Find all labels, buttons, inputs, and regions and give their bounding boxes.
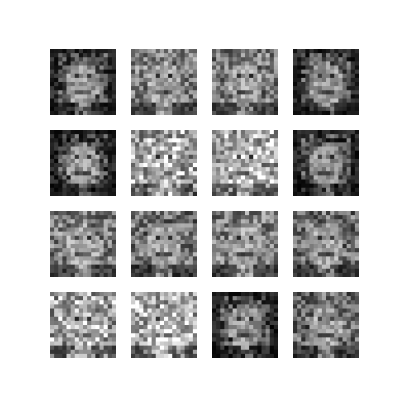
face-tile-r1-c1 [50,49,116,115]
face-image [50,292,116,358]
face-tile-r2-c3 [212,130,278,196]
face-tile-r2-c4 [293,130,359,196]
face-image [293,49,359,115]
face-tile-r1-c2 [131,49,197,115]
face-image [293,130,359,196]
face-tile-r3-c3 [212,211,278,277]
face-tile-r1-c4 [293,49,359,115]
face-image [212,130,278,196]
face-image [50,49,116,115]
face-tile-r4-c4 [293,292,359,358]
face-image [50,211,116,277]
face-tile-r1-c3 [212,49,278,115]
face-image [131,292,197,358]
face-image [212,211,278,277]
face-tile-r4-c3 [212,292,278,358]
face-tile-r3-c1 [50,211,116,277]
face-tile-r2-c1 [50,130,116,196]
face-tile-r3-c2 [131,211,197,277]
face-image [131,211,197,277]
face-image [293,292,359,358]
face-tile-r4-c1 [50,292,116,358]
face-tile-r3-c4 [293,211,359,277]
face-tile-r2-c2 [131,130,197,196]
face-image [50,130,116,196]
face-image [293,211,359,277]
face-image [131,130,197,196]
face-image [212,292,278,358]
face-tile-r4-c2 [131,292,197,358]
face-image [212,49,278,115]
face-image [131,49,197,115]
